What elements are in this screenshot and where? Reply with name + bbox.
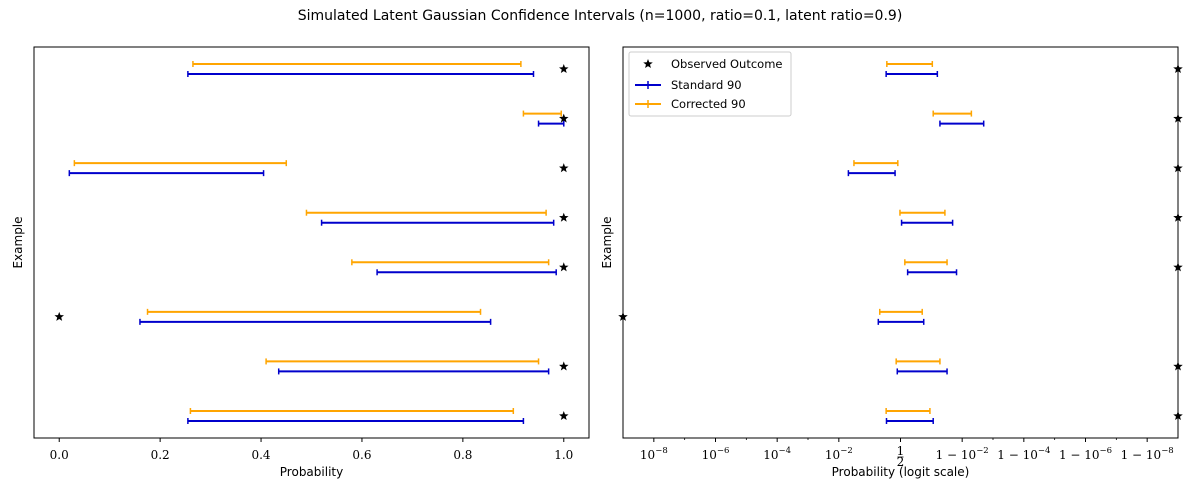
x-tick-label: 0.8 [453,448,472,462]
observed-outcome-marker [559,361,569,371]
observed-outcome-marker [54,311,64,321]
plot-frame [33,46,590,439]
y-axis-label: Example [600,216,614,268]
plot-logit: 10−8 10−6 10−4 10−2 12 1 − 10−2 1 − 10−4 1 − 10… [600,46,1183,479]
x-tick-label-den: 2 [897,455,905,469]
observed-outcome-marker [559,113,569,123]
x-tick-label-base: 10 [640,448,655,462]
page-title: Simulated Latent Gaussian Confidence Int… [297,8,903,24]
observed-outcome-marker [559,411,569,421]
observed-outcome-marker [1173,64,1183,74]
observed-outcome-marker [1173,262,1183,272]
x-tick-label: 0.6 [352,448,371,462]
plot-linear: 0.0 0.2 0.4 0.6 0.8 1.0 Probability Example [11,46,590,479]
observed-outcome-marker [1173,212,1183,222]
observed-outcome-marker [559,163,569,173]
x-tick-label-base: 1 − 10 [1121,448,1162,462]
x-tick-label-exponent: −4 [1038,446,1051,456]
x-tick-label-exponent: −6 [717,446,730,456]
x-axis-label: Probability [280,465,343,479]
x-tick-label: 10−4 [763,446,791,462]
legend-observed-label: Observed Outcome [671,57,782,71]
x-tick-label: 1 − 10−6 [1059,446,1112,462]
observed-outcome-marker [1173,411,1183,421]
observed-outcome-marker [559,212,569,222]
x-tick-label-base: 1 − 10 [997,448,1038,462]
x-tick-label-exponent: −8 [1161,446,1174,456]
y-axis-label: Example [11,216,25,268]
x-tick-label-exponent: −8 [655,446,668,456]
x-tick-label: 1 − 10−2 [936,446,989,462]
observed-outcome-marker [559,262,569,272]
x-tick-label-num: 1 [897,444,905,458]
x-tick-label-base: 1 − 10 [1059,448,1100,462]
x-tick-label: 10−6 [702,446,730,462]
x-tick-label: 1.0 [554,448,573,462]
x-tick-label: 1 − 10−4 [997,446,1050,462]
legend-observed-marker [643,59,653,69]
legend-box [628,51,792,117]
x-tick-label-exponent: −2 [840,446,853,456]
x-tick-label: 0.2 [151,448,170,462]
observed-outcome-marker [559,64,569,74]
x-tick-label-base: 1 − 10 [936,448,977,462]
x-tick-label-base: 10 [702,448,717,462]
observed-outcome-marker [1173,113,1183,123]
x-tick-label: 10−8 [640,446,668,462]
legend-corrected-label: Corrected 90 [671,97,746,111]
x-axis-label: Probability (logit scale) [832,465,970,479]
x-tick-label-base: 10 [825,448,840,462]
x-tick-label: 0.4 [251,448,270,462]
x-tick-label: 1 − 10−8 [1121,446,1174,462]
x-tick-label-exponent: −4 [779,446,792,456]
x-tick-label-base: 10 [763,448,778,462]
x-tick-label: 0.0 [50,448,69,462]
x-tick-label-exponent: −6 [1100,446,1113,456]
x-tick-label: 10−2 [825,446,853,462]
x-tick-label-exponent: −2 [976,446,989,456]
legend-standard-label: Standard 90 [671,78,742,92]
observed-outcome-marker [1173,361,1183,371]
observed-outcome-marker [1173,163,1183,173]
observed-outcome-marker [618,311,628,321]
